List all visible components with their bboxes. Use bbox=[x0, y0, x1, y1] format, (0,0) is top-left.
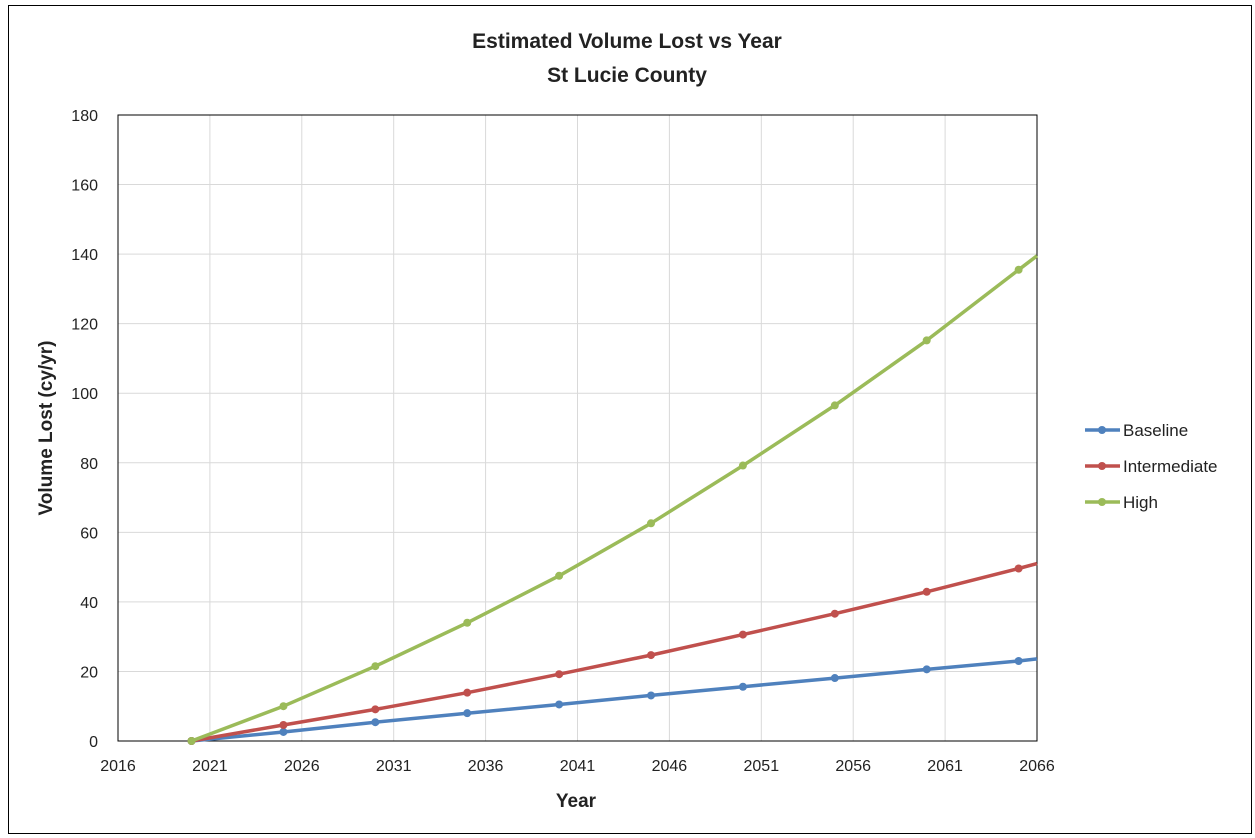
y-tick-label: 180 bbox=[71, 108, 98, 125]
data-point-high bbox=[279, 702, 288, 711]
data-point-intermediate bbox=[371, 705, 380, 714]
data-point-high bbox=[463, 618, 472, 627]
x-tick-label: 2016 bbox=[100, 758, 136, 775]
data-point-high bbox=[1014, 265, 1023, 274]
data-point-intermediate bbox=[830, 609, 839, 618]
data-point-baseline bbox=[371, 718, 380, 727]
y-tick-label: 80 bbox=[80, 456, 98, 473]
legend-marker bbox=[1098, 498, 1106, 506]
data-point-baseline bbox=[463, 709, 472, 718]
legend-item-intermediate: Intermediate bbox=[1085, 457, 1218, 476]
x-tick-label: 2021 bbox=[192, 758, 228, 775]
x-tick-label: 2056 bbox=[835, 758, 871, 775]
y-tick-label: 20 bbox=[80, 664, 98, 681]
data-point-baseline bbox=[738, 682, 747, 691]
data-point-high bbox=[830, 401, 839, 410]
y-tick-label: 0 bbox=[89, 734, 98, 751]
x-tick-label: 2061 bbox=[927, 758, 963, 775]
data-point-baseline bbox=[1014, 657, 1023, 666]
data-point-baseline bbox=[922, 665, 931, 674]
data-point-baseline bbox=[647, 691, 656, 700]
legend-label: High bbox=[1123, 493, 1158, 512]
y-tick-label: 40 bbox=[80, 595, 98, 612]
data-point-high bbox=[922, 336, 931, 345]
legend-item-high: High bbox=[1085, 493, 1158, 512]
data-point-high bbox=[371, 662, 380, 671]
x-tick-label: 2031 bbox=[376, 758, 412, 775]
plot-area bbox=[117, 114, 1038, 742]
legend-marker bbox=[1098, 462, 1106, 470]
data-point-high bbox=[647, 519, 656, 528]
series-layer bbox=[187, 254, 1039, 745]
data-point-high bbox=[738, 461, 747, 470]
y-axis-label: Volume Lost (cy/yr) bbox=[36, 341, 57, 516]
y-tick-label: 120 bbox=[71, 317, 98, 334]
data-point-high bbox=[555, 571, 564, 580]
data-point-intermediate bbox=[463, 688, 472, 697]
data-point-high bbox=[187, 737, 196, 745]
grid-lines bbox=[117, 114, 1038, 742]
data-point-intermediate bbox=[1014, 564, 1023, 573]
x-tick-label: 2051 bbox=[744, 758, 780, 775]
data-point-intermediate bbox=[738, 630, 747, 639]
data-point-intermediate bbox=[922, 587, 931, 596]
chart-subtitle: St Lucie County bbox=[547, 64, 707, 87]
series-line-intermediate bbox=[191, 561, 1038, 743]
data-point-baseline bbox=[830, 674, 839, 683]
y-tick-label: 60 bbox=[80, 525, 98, 542]
legend-item-baseline: Baseline bbox=[1085, 421, 1188, 440]
series-line-high bbox=[190, 254, 1039, 743]
x-tick-label: 2066 bbox=[1019, 758, 1055, 775]
legend-label: Intermediate bbox=[1123, 457, 1218, 476]
x-tick-label: 2041 bbox=[560, 758, 596, 775]
x-axis-label: Year bbox=[556, 791, 597, 812]
y-tick-label: 100 bbox=[71, 386, 98, 403]
data-point-intermediate bbox=[647, 651, 656, 660]
chart-title: Estimated Volume Lost vs Year bbox=[472, 30, 782, 53]
tick-labels: 2016 2021 2026 2031 2036 2041 2046 2051 2056 2061… bbox=[71, 108, 1055, 775]
y-tick-label: 140 bbox=[71, 247, 98, 264]
legend-marker bbox=[1098, 426, 1106, 434]
data-point-baseline bbox=[279, 727, 288, 736]
data-point-baseline bbox=[555, 700, 564, 709]
x-tick-label: 2026 bbox=[284, 758, 320, 775]
legend-label: Baseline bbox=[1123, 421, 1188, 440]
data-point-intermediate bbox=[555, 670, 564, 679]
x-tick-label: 2046 bbox=[652, 758, 688, 775]
x-tick-label: 2036 bbox=[468, 758, 504, 775]
legend: Baseline Intermediate High bbox=[1085, 421, 1218, 512]
y-tick-label: 160 bbox=[71, 178, 98, 195]
data-point-intermediate bbox=[279, 721, 288, 730]
